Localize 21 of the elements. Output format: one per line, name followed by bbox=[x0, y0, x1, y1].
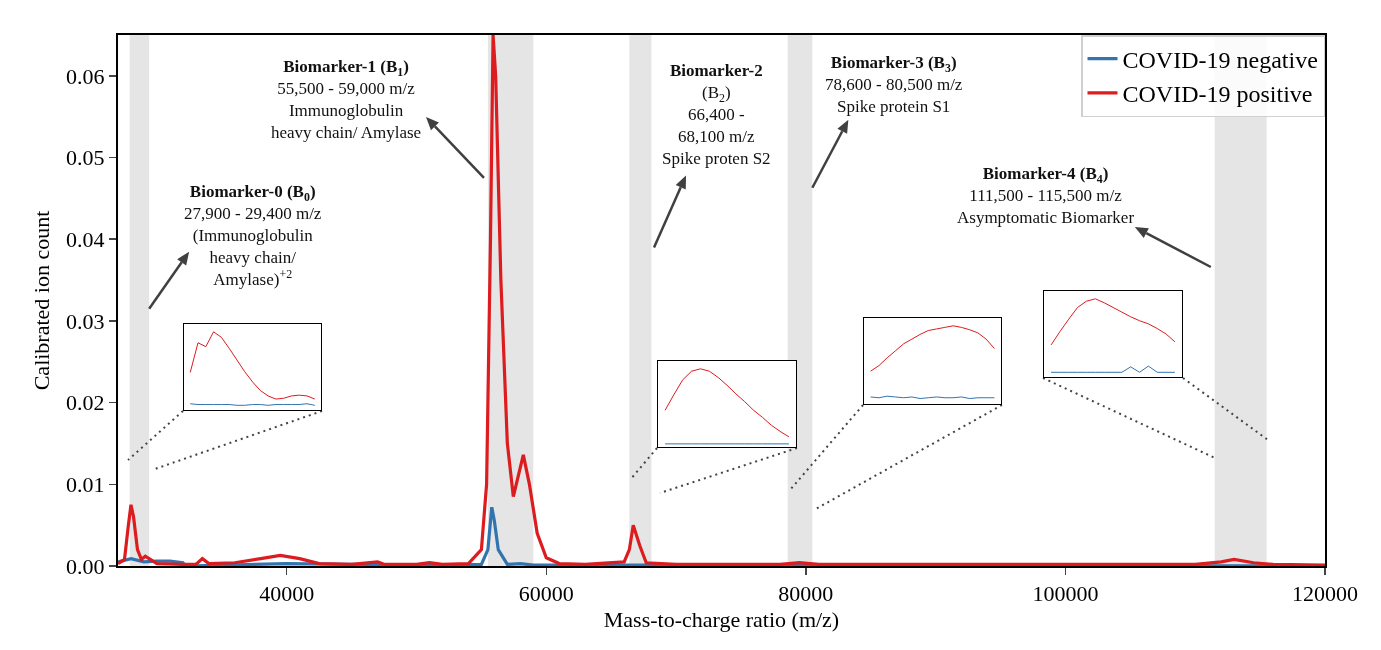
y-tick-label: 0.04 bbox=[66, 226, 105, 252]
y-tick-label: 0.05 bbox=[66, 145, 105, 171]
annotation: Biomarker-2 (B$_{2}$) 66,400 - 68,100 m/z Spike proten S2 bbox=[662, 61, 771, 169]
annotation: Biomarker-0 (B$_{0}$) 27,900 - 29,400 m/z (Immunoglobulin heavy chain/ Amylase)$^{+2}$ bbox=[184, 182, 322, 290]
x-tick-label: 100000 bbox=[1032, 581, 1099, 607]
legend-label: COVID-19 negative bbox=[1122, 46, 1318, 73]
y-tick-label: 0.01 bbox=[66, 472, 105, 498]
x-tick-label: 120000 bbox=[1292, 581, 1358, 607]
annotation: Biomarker-1 (B$_{1}$) 55,500 - 59,000 m/z Immunoglobulin heavy chain/ Amylase bbox=[271, 57, 422, 143]
annotation: Biomarker-4 (B$_{4}$) 111,500 - 115,500 m/z Asymptomatic Biomarker bbox=[957, 164, 1135, 228]
x-axis-title: Mass-to-charge ratio (m/z) bbox=[603, 606, 840, 632]
annotation: Biomarker-3 (B$_{3}$) 78,600 - 80,500 m/z Spike protein S1 bbox=[825, 53, 963, 117]
legend-label: COVID-19 positive bbox=[1122, 81, 1313, 108]
y-tick-label: 0.06 bbox=[66, 63, 105, 89]
y-tick-label: 0.03 bbox=[66, 308, 105, 334]
y-tick-label: 0.00 bbox=[66, 553, 105, 579]
x-tick-label: 60000 bbox=[518, 581, 574, 607]
x-tick-label: 40000 bbox=[259, 581, 315, 607]
y-axis-title: Calibrated ion count bbox=[29, 210, 55, 391]
x-tick-label: 80000 bbox=[778, 581, 834, 607]
y-tick-label: 0.02 bbox=[66, 390, 105, 416]
